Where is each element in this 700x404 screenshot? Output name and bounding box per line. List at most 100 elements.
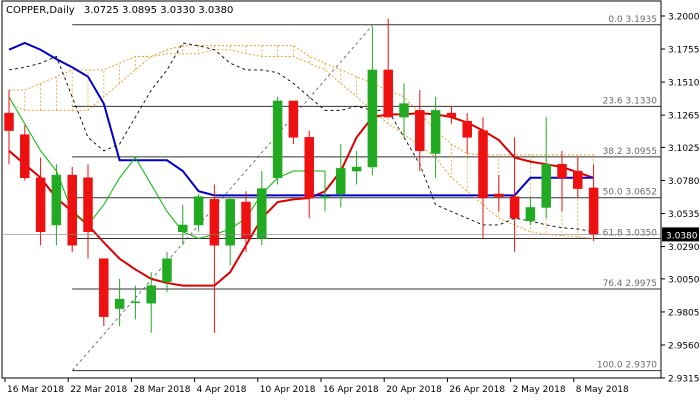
- time-tick-label: 16 Mar 2018: [7, 385, 64, 395]
- candle-body: [557, 164, 567, 179]
- candle: [351, 150, 362, 185]
- candle-body: [272, 100, 283, 179]
- ichimoku-cloud: [8, 45, 594, 239]
- candle: [99, 258, 109, 327]
- candle: [209, 184, 220, 333]
- candle: [4, 90, 14, 165]
- candle: [241, 191, 251, 252]
- candle-body: [478, 130, 488, 199]
- price-tick-label: 3.1510: [668, 79, 700, 89]
- chart-frame: [1, 0, 662, 379]
- candle: [114, 278, 125, 327]
- red-ma-line: [8, 112, 594, 287]
- candle-body: [509, 196, 520, 219]
- candle-body: [494, 193, 504, 197]
- candle-body: [4, 112, 14, 131]
- price-tick-label: 3.1265: [668, 112, 700, 122]
- candle: [446, 106, 457, 124]
- candle-body: [241, 201, 251, 239]
- candles: [4, 18, 599, 333]
- candle-body: [525, 207, 536, 222]
- candle: [541, 117, 551, 219]
- candle: [462, 113, 472, 154]
- price-tick-label: 2.9560: [668, 341, 700, 351]
- blue-ma-line: [8, 41, 594, 197]
- candle-body: [336, 168, 346, 195]
- plot-border: [1, 0, 662, 379]
- time-tick-label: 20 Apr 2018: [386, 385, 442, 395]
- candle: [478, 117, 488, 239]
- price-tick-label: 3.0050: [668, 275, 700, 285]
- time-tick-label: 8 May 2018: [576, 385, 629, 395]
- candle-body: [462, 120, 472, 138]
- candle: [399, 83, 409, 138]
- candle: [225, 198, 235, 266]
- candle-body: [446, 112, 457, 118]
- candle-body: [415, 110, 425, 152]
- candle: [35, 157, 46, 246]
- price-tick-label: 3.1025: [668, 144, 700, 154]
- candle-body: [399, 103, 409, 118]
- candle-body: [367, 69, 378, 168]
- time-tick-label: 28 Mar 2018: [133, 385, 190, 395]
- time-tick-label: 2 May 2018: [513, 385, 566, 395]
- trendline-group: [71, 25, 373, 371]
- candle: [320, 171, 330, 212]
- candle: [430, 96, 441, 178]
- candle-body: [351, 166, 362, 172]
- candle: [336, 144, 346, 208]
- candle: [272, 96, 283, 185]
- candle: [557, 150, 567, 212]
- fib-level-label: 100.0 2.9370: [597, 361, 657, 371]
- candle: [367, 26, 378, 176]
- candle-body: [430, 110, 441, 154]
- candle-body: [146, 285, 156, 304]
- candle: [288, 100, 299, 145]
- fib-level-label: 0.0 3.1935: [608, 15, 657, 25]
- candle: [20, 125, 30, 181]
- fibonacci-levels: 0.0 3.1935 23.6 3.1330 38.2 3.0955 50.0 3.0…: [72, 15, 661, 372]
- black-dotted-line: [8, 42, 594, 233]
- candle-body: [257, 188, 267, 239]
- candle: [193, 193, 204, 232]
- candle-body: [67, 174, 77, 246]
- candle: [509, 137, 520, 252]
- price-tick-label: 3.2000: [668, 13, 700, 23]
- current-price-tag: [662, 227, 699, 242]
- candle-body: [20, 134, 30, 179]
- candle-body: [35, 177, 46, 232]
- current-price-label: 3.0380: [666, 231, 698, 241]
- price-tick-label: 3.0535: [668, 210, 700, 220]
- fib-level-label: 61.8 3.0350: [603, 228, 658, 238]
- candle-body: [588, 187, 599, 235]
- candle: [83, 164, 93, 259]
- time-tick-label: 26 Apr 2018: [449, 385, 505, 395]
- candle: [51, 164, 62, 246]
- cloud-span-line: [9, 49, 594, 239]
- candle-body: [130, 301, 141, 304]
- symbol-label: COPPER,Daily: [6, 5, 75, 16]
- chart-title: COPPER,Daily 3.0725 3.0895 3.0330 3.0380: [6, 5, 233, 16]
- candle-body: [178, 224, 188, 232]
- candle-body: [541, 164, 551, 208]
- candle: [162, 251, 172, 293]
- candle: [146, 272, 156, 333]
- price-tick-label: 3.0780: [668, 177, 700, 187]
- candle-body: [162, 258, 172, 282]
- candle: [415, 90, 425, 172]
- fib-level-label: 76.4 2.9975: [603, 279, 657, 289]
- price-tick-label: 2.9315: [668, 375, 700, 385]
- time-tick-label: 4 Apr 2018: [197, 385, 247, 395]
- fib-level-label: 23.6 3.1330: [603, 96, 658, 106]
- candle-body: [83, 177, 93, 232]
- candle: [525, 198, 536, 225]
- candle-body: [320, 196, 330, 199]
- candle-body: [288, 100, 299, 138]
- candle: [130, 285, 141, 320]
- candle-body: [225, 199, 235, 246]
- candle-body: [193, 196, 204, 226]
- price-tick-label: 3.1755: [668, 46, 700, 56]
- candle: [304, 130, 314, 219]
